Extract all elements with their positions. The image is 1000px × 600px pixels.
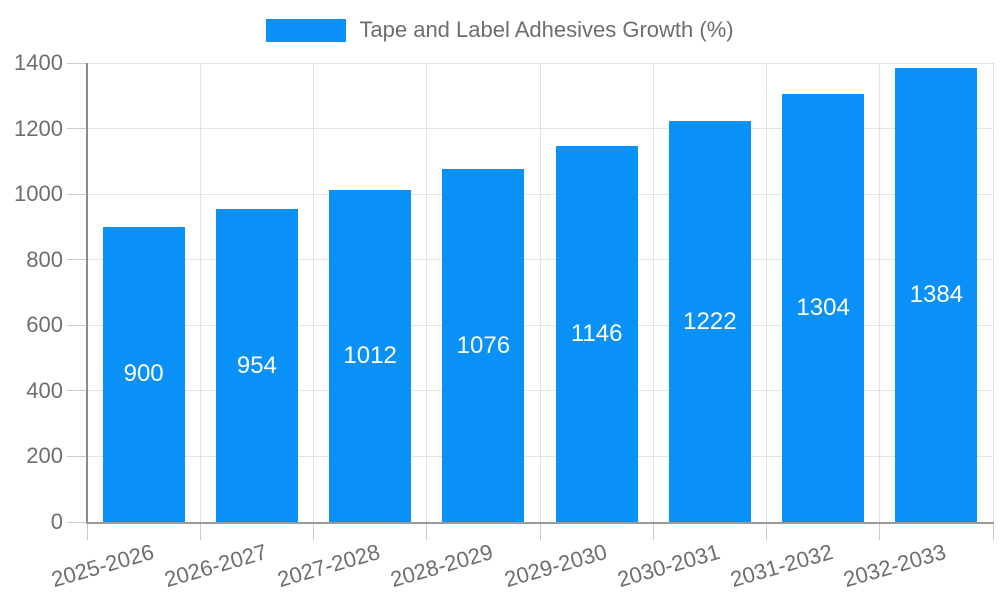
x-tick-mark xyxy=(992,522,994,540)
legend-swatch xyxy=(266,18,347,42)
bar[interactable]: 1222 xyxy=(668,121,751,522)
bar[interactable]: 1384 xyxy=(895,68,978,522)
legend-item[interactable]: Tape and Label Adhesives Growth (%) xyxy=(0,17,1000,43)
x-tick-mark xyxy=(652,522,654,540)
x-axis-line xyxy=(86,522,994,524)
bar-value-label: 1222 xyxy=(683,307,737,335)
y-axis-tick-label: 800 xyxy=(26,246,63,272)
x-gridline xyxy=(879,63,881,522)
legend-label: Tape and Label Adhesives Growth (%) xyxy=(359,17,734,42)
y-axis-tick-label: 600 xyxy=(26,312,63,338)
bar-value-label: 1384 xyxy=(909,281,964,309)
y-tick-mark xyxy=(67,324,87,326)
x-tick-mark xyxy=(86,522,88,540)
x-tick-mark xyxy=(539,522,541,540)
x-tick-mark xyxy=(879,522,881,540)
y-tick-mark xyxy=(67,259,87,261)
x-gridline xyxy=(539,63,541,522)
bar[interactable]: 1012 xyxy=(329,190,412,522)
y-axis-line xyxy=(86,63,88,524)
y-tick-mark xyxy=(67,390,87,392)
bar-value-label: 1076 xyxy=(456,331,511,359)
bar-value-label: 1146 xyxy=(570,320,623,348)
y-axis-tick-label: 400 xyxy=(26,377,63,403)
y-axis-tick-label: 0 xyxy=(50,509,63,534)
bar[interactable]: 954 xyxy=(215,209,298,522)
y-tick-mark xyxy=(67,128,87,130)
x-gridline xyxy=(426,63,428,522)
bar[interactable]: 900 xyxy=(102,226,185,522)
x-tick-mark xyxy=(766,522,767,540)
x-tick-mark xyxy=(313,522,314,540)
x-gridline xyxy=(313,63,314,522)
y-tick-mark xyxy=(67,62,87,64)
bar[interactable]: 1146 xyxy=(555,146,638,522)
x-gridline xyxy=(199,63,201,522)
bar-value-label: 1304 xyxy=(796,294,850,322)
y-tick-mark xyxy=(67,521,87,523)
y-axis-tick-label: 1200 xyxy=(14,115,63,141)
x-gridline xyxy=(652,63,654,522)
y-axis-tick-label: 1000 xyxy=(14,181,63,207)
bar-value-label: 1012 xyxy=(343,342,397,370)
x-gridline xyxy=(992,63,994,522)
x-gridline xyxy=(766,63,767,522)
bar-value-label: 900 xyxy=(123,360,164,388)
x-tick-mark xyxy=(426,522,428,540)
bar[interactable]: 1304 xyxy=(782,94,865,522)
y-tick-mark xyxy=(67,455,87,457)
y-axis-tick-label: 1400 xyxy=(14,50,63,75)
bar[interactable]: 1076 xyxy=(442,169,525,522)
bar-value-label: 954 xyxy=(236,351,277,379)
y-tick-mark xyxy=(67,193,87,195)
x-tick-mark xyxy=(199,522,201,540)
y-axis-tick-label: 200 xyxy=(26,443,63,469)
